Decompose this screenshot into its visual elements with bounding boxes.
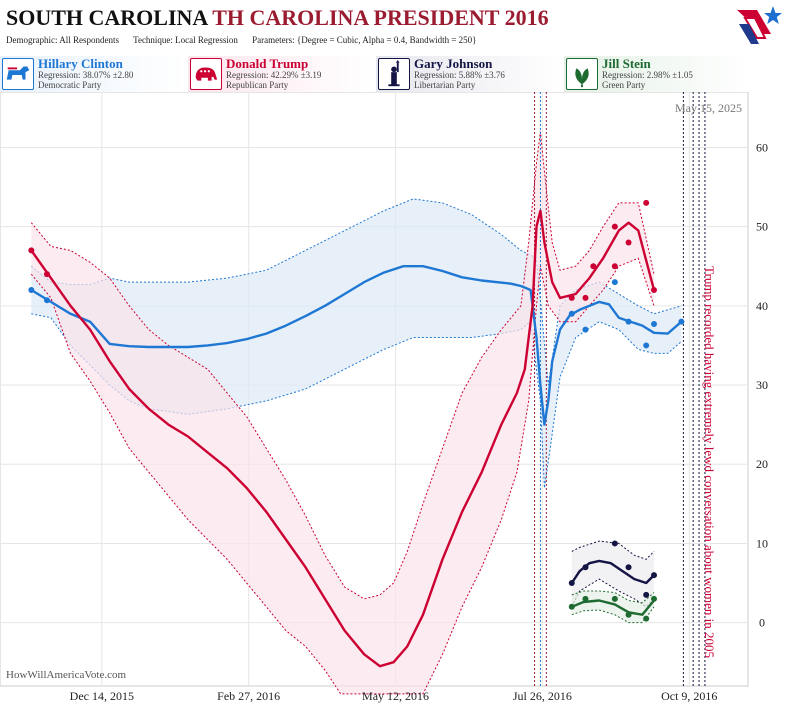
y-axis-ticks: 0 10 20 30 40 50 60 bbox=[756, 140, 768, 629]
y-tick-label: 30 bbox=[756, 378, 768, 392]
y-tick-label: 0 bbox=[759, 616, 765, 630]
liberty-statue-icon bbox=[378, 58, 410, 90]
regression-line bbox=[30, 265, 683, 426]
confidence-band bbox=[571, 591, 654, 623]
band-lower-edge bbox=[571, 606, 655, 624]
poll-point bbox=[625, 564, 632, 571]
legend-regression: Regression: 2.98% ±1.05 bbox=[602, 70, 693, 80]
poll-point bbox=[43, 271, 50, 278]
parameters-line: Demographic: All Respondents Technique: … bbox=[6, 35, 489, 45]
poll-point bbox=[643, 342, 650, 349]
poll-point bbox=[582, 595, 589, 602]
regression-line bbox=[30, 209, 656, 668]
elephant-icon bbox=[190, 58, 222, 90]
y-tick-label: 50 bbox=[756, 220, 768, 234]
poll-point bbox=[590, 263, 597, 270]
legend-item-trump[interactable]: Donald Trump Regression: 42.29% ±3.19 Re… bbox=[188, 56, 374, 92]
band-upper-edge bbox=[30, 198, 682, 386]
legend-name: Hillary Clinton bbox=[38, 56, 123, 71]
event-annotation: Trump recorded having extremely lewd con… bbox=[702, 266, 717, 658]
x-tick-label: Feb 27, 2016 bbox=[217, 689, 280, 703]
y-tick-label: 10 bbox=[756, 536, 768, 550]
chart-header: SOUTH CAROLINA TH CAROLINA PRESIDENT 201… bbox=[0, 0, 789, 56]
poll-point bbox=[651, 287, 658, 293]
poll-point bbox=[611, 223, 618, 230]
legend-regression: Regression: 5.88% ±3.76 bbox=[414, 70, 505, 80]
poll-point bbox=[643, 199, 650, 206]
leaf-icon bbox=[566, 58, 598, 90]
x-tick-label: Oct 9, 2016 bbox=[661, 689, 717, 703]
legend-party: Green Party bbox=[602, 80, 646, 90]
poll-point bbox=[568, 294, 575, 301]
legend-party: Republican Party bbox=[226, 80, 289, 90]
parameters-label: Parameters: {Degree = Cubic, Alpha = 0.4… bbox=[252, 35, 477, 45]
y-tick-label: 20 bbox=[756, 457, 768, 471]
band-lower-edge bbox=[30, 257, 655, 695]
demographic-label: Demographic: All Respondents bbox=[6, 35, 119, 45]
band-upper-edge bbox=[571, 590, 655, 604]
poll-point bbox=[651, 321, 658, 328]
legend-item-clinton[interactable]: Hillary Clinton Regression: 38.07% ±2.80… bbox=[0, 56, 186, 92]
poll-point bbox=[651, 595, 658, 602]
poll-point bbox=[651, 572, 658, 579]
regression-line bbox=[571, 599, 655, 616]
poll-point bbox=[611, 263, 618, 270]
legend-regression: Regression: 42.29% ±3.19 bbox=[226, 70, 322, 80]
legend-name: Donald Trump bbox=[226, 56, 309, 71]
legend-party: Libertarian Party bbox=[414, 80, 476, 90]
poll-point bbox=[611, 595, 618, 602]
y-tick-label: 40 bbox=[756, 299, 768, 313]
site-logo-icon bbox=[737, 6, 782, 44]
poll-point bbox=[568, 310, 575, 317]
poll-chart: 0 10 20 30 40 50 60 Dec 14, 2015 Feb 27, 2016 Ma… bbox=[0, 92, 768, 703]
legend-name: Gary Johnson bbox=[414, 56, 493, 71]
poll-point bbox=[625, 239, 632, 246]
x-tick-label: Dec 14, 2015 bbox=[70, 689, 134, 703]
poll-point bbox=[678, 318, 685, 325]
title-race: TH CAROLINA PRESIDENT 2016 bbox=[212, 5, 549, 30]
donkey-icon bbox=[2, 58, 34, 90]
band-upper-edge bbox=[571, 540, 655, 560]
poll-point bbox=[643, 615, 650, 622]
poll-point bbox=[582, 294, 589, 301]
confidence-band bbox=[571, 541, 654, 607]
poll-points bbox=[28, 199, 685, 622]
y-tick-label: 60 bbox=[756, 140, 768, 154]
band-lower-edge bbox=[571, 578, 655, 608]
page-title: SOUTH CAROLINA TH CAROLINA PRESIDENT 201… bbox=[6, 5, 549, 31]
poll-point bbox=[611, 279, 618, 286]
poll-point bbox=[43, 297, 50, 304]
band-lower-edge bbox=[31, 313, 682, 489]
poll-point bbox=[625, 318, 632, 325]
technique-label: Technique: Local Regression bbox=[133, 35, 238, 45]
title-state: SOUTH CAROLINA bbox=[6, 5, 208, 30]
legend-item-stein[interactable]: Jill Stein Regression: 2.98% ±1.05 Green… bbox=[564, 56, 750, 92]
legend-regression: Regression: 38.07% ±2.80 bbox=[38, 70, 134, 80]
confidence-band bbox=[31, 198, 682, 488]
watermark: HowWillAmericaVote.com bbox=[6, 669, 126, 681]
poll-point bbox=[625, 611, 632, 618]
current-date-label: May 15, 2025 bbox=[675, 101, 742, 115]
legend-party: Democratic Party bbox=[38, 80, 102, 90]
band-upper-edge bbox=[30, 131, 655, 600]
x-axis-ticks: Dec 14, 2015 Feb 27, 2016 May 12, 2016 Jul … bbox=[70, 689, 718, 703]
poll-point bbox=[643, 591, 650, 598]
poll-point bbox=[28, 287, 35, 293]
poll-point bbox=[568, 580, 575, 587]
poll-point bbox=[582, 564, 589, 571]
confidence-band bbox=[31, 131, 655, 694]
poll-point bbox=[568, 603, 575, 610]
poll-point bbox=[582, 326, 589, 333]
candidate-legend: Hillary Clinton Regression: 38.07% ±2.80… bbox=[0, 56, 789, 92]
legend-name: Jill Stein bbox=[602, 56, 651, 71]
x-tick-label: May 12, 2016 bbox=[362, 689, 429, 703]
confidence-bands bbox=[30, 131, 682, 695]
x-tick-label: Jul 26, 2016 bbox=[513, 689, 572, 703]
legend-item-johnson[interactable]: Gary Johnson Regression: 5.88% ±3.76 Lib… bbox=[376, 56, 562, 92]
poll-point bbox=[611, 540, 618, 547]
poll-point bbox=[28, 247, 35, 254]
